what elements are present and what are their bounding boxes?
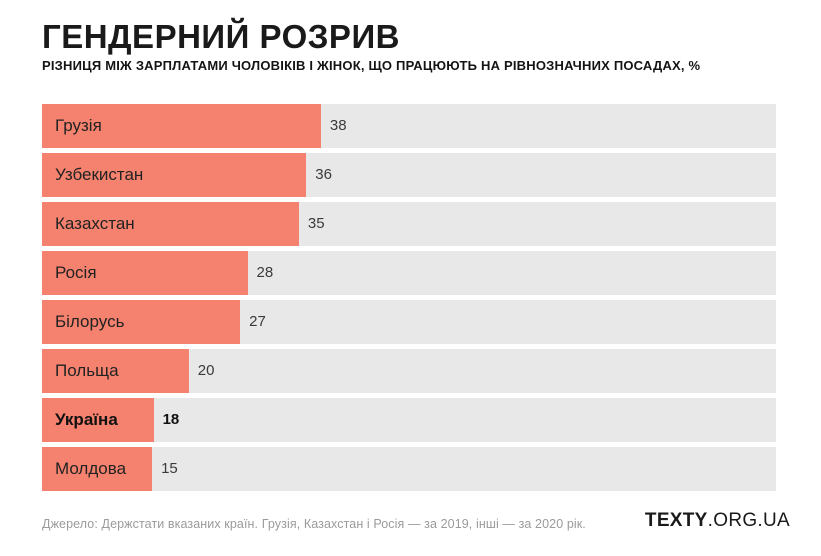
bar-category-label: Грузія xyxy=(55,116,102,135)
page-subtitle: РІЗНИЦЯ МІЖ ЗАРПЛАТАМИ ЧОЛОВІКІВ І ЖІНОК… xyxy=(42,58,701,73)
bar-row: Україна 18 xyxy=(42,398,776,442)
bar-fill xyxy=(42,398,154,442)
bar-fill xyxy=(42,153,307,197)
bar-row: Молдова 15 xyxy=(42,447,776,491)
page-title: ГЕНДЕРНИЙ РОЗРИВ xyxy=(42,18,400,55)
bar-row: Грузія 38 xyxy=(42,104,776,148)
bar-value-label: 28 xyxy=(256,264,274,281)
bar-category-label: Узбекистан xyxy=(55,165,144,184)
bar-category-label: Казахстан xyxy=(55,214,135,233)
bar-category-label: Росія xyxy=(55,263,97,282)
bar-category-label: Молдова xyxy=(55,459,127,478)
bar-fill xyxy=(42,300,241,344)
bar-row: Узбекистан 36 xyxy=(42,153,776,197)
bar-fill xyxy=(42,104,321,148)
bar-fill xyxy=(42,447,153,491)
bar-row: Казахстан 35 xyxy=(42,202,776,246)
source-note: Джерело: Держстати вказаних країн. Грузі… xyxy=(42,517,586,531)
bar-category-label: Білорусь xyxy=(55,312,125,331)
bar-category-label: Україна xyxy=(55,410,118,429)
texty-logo-rest: .ORG.UA xyxy=(707,510,790,531)
bar-fill xyxy=(42,202,299,246)
bar-value-label: 27 xyxy=(249,313,266,330)
bar-fill xyxy=(42,251,248,295)
bar-row: Білорусь 27 xyxy=(42,300,776,344)
bar-value-label: 36 xyxy=(315,166,332,183)
gender-gap-bar-chart: Грузія 38 Узбекистан 36 Казахстан 35 Росія 28 Бі… xyxy=(42,104,776,496)
bar-value-label: 20 xyxy=(197,362,215,379)
texty-logo-bold: TEXTY xyxy=(644,510,708,531)
texty-logo: TEXTY.ORG.UA xyxy=(645,510,790,532)
bar-value-label: 15 xyxy=(161,460,178,477)
bar-row: Польща 20 xyxy=(42,349,776,393)
bar-value-label: 35 xyxy=(307,215,325,232)
bar-fill xyxy=(42,349,189,393)
bar-category-label: Польща xyxy=(55,361,119,380)
bar-value-label: 18 xyxy=(162,411,180,428)
bar-row: Росія 28 xyxy=(42,251,776,295)
bar-value-label: 38 xyxy=(329,117,347,134)
